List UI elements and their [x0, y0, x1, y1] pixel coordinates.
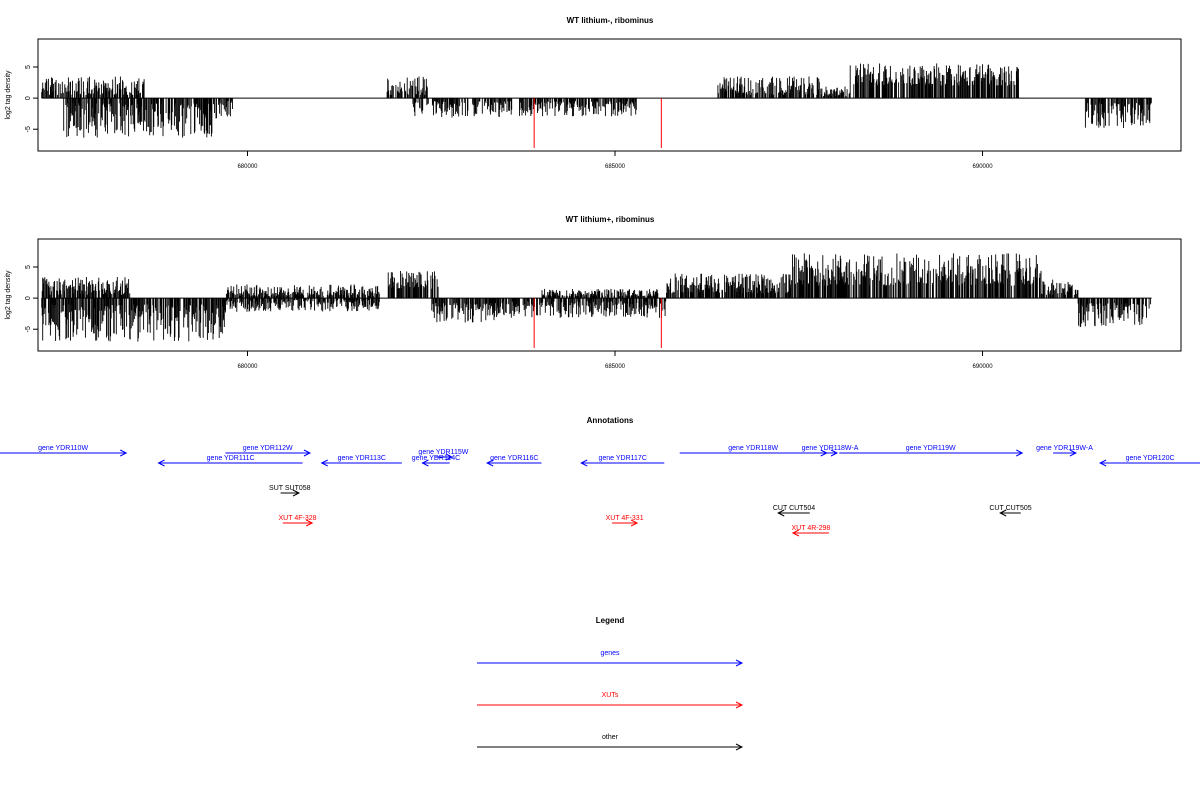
track-panel-lithium-minus: WT lithium-, ribominus log2 tag density … [5, 16, 1182, 170]
arrow-head [1069, 449, 1078, 457]
annotation-feature: gene YDR116C [485, 455, 542, 467]
arrow-head [303, 449, 312, 457]
feature-label: gene YDR110W [38, 445, 88, 452]
arrow-head [999, 509, 1007, 517]
annotation-feature: XUT 4F-331 [606, 515, 644, 527]
feature-label: gene YDR112W [243, 445, 293, 452]
axes-group: -5 0 5 680000 685000 690000 [25, 65, 1152, 170]
x-tick-label: 685000 [605, 164, 626, 170]
bar-group [41, 253, 1152, 342]
x-tick-label: 690000 [973, 364, 994, 370]
feature-label: gene YDR120C [1126, 455, 1175, 462]
arrow-head [735, 659, 744, 667]
arrow-head [735, 743, 744, 751]
annotation-feature: CUT CUT504 [773, 505, 815, 517]
feature-label: gene YDR117C [599, 455, 647, 462]
feature-label: XUT 4F-331 [606, 515, 644, 522]
annotation-features: gene YDR110W gene YDR111C gene YDR112W gene… [0, 445, 1200, 537]
arrow-head [580, 459, 588, 467]
y-axis-label: log2 tag density [5, 70, 12, 120]
y-axis-label: log2 tag density [5, 270, 12, 320]
x-tick-label: 690000 [973, 164, 994, 170]
plot-frame [37, 38, 1182, 152]
arrow-head [421, 459, 429, 467]
arrow-head [305, 519, 314, 527]
arrow-head [735, 701, 744, 709]
legend-panel: Legend genes XUTs other [477, 616, 744, 751]
annotation-feature: gene YDR118W-A [802, 445, 859, 457]
arrow-head [292, 489, 301, 497]
arrow-head [630, 519, 639, 527]
annotation-feature: gene YDR110W [0, 445, 128, 457]
arrow-head [791, 529, 800, 537]
x-tick-label: 680000 [237, 364, 258, 370]
annotation-feature: gene YDR112W [225, 445, 312, 457]
arrow-head [830, 449, 839, 457]
annotation-feature: gene YDR117C [580, 455, 665, 467]
arrow-head [777, 509, 785, 517]
axes-group: -5 0 5 680000 685000 690000 [25, 265, 1152, 370]
feature-label: CUT CUT505 [989, 505, 1031, 512]
feature-label: gene YDR118W-A [802, 445, 859, 452]
legend-label: other [602, 734, 619, 741]
legend-item: other [477, 734, 744, 751]
annotation-feature: gene YDR111C [157, 455, 303, 467]
annotation-feature: gene YDR114C [412, 455, 460, 467]
y-tick-label: 0 [25, 96, 32, 100]
legend-items: genes XUTs other [477, 650, 744, 751]
feature-label: gene YDR113C [338, 455, 386, 462]
feature-label: gene YDR114C [412, 455, 460, 462]
feature-label: gene YDR119W [906, 445, 956, 452]
arrow-head [157, 459, 165, 467]
plot-frame [37, 238, 1182, 352]
y-tick-label: 5 [25, 265, 32, 269]
y-tick-label: -5 [25, 326, 32, 332]
annotations-title: Annotations [587, 416, 634, 425]
arrow-head [119, 449, 128, 457]
y-tick-label: 0 [25, 296, 32, 300]
legend-label: XUTs [602, 692, 619, 699]
feature-label: gene YDR119W-A [1036, 445, 1093, 452]
feature-label: gene YDR111C [207, 455, 255, 462]
feature-label: gene YDR115W [418, 449, 468, 456]
feature-label: SUT SUT058 [269, 485, 311, 492]
feature-label: XUT 4F-328 [279, 515, 317, 522]
arrow-head [320, 459, 328, 467]
arrow-head [485, 459, 494, 467]
legend-title: Legend [596, 616, 625, 625]
feature-label: CUT CUT504 [773, 505, 815, 512]
panel-title: WT lithium+, ribominus [566, 215, 655, 224]
annotation-feature: gene YDR113C [320, 455, 402, 467]
annotation-feature: CUT CUT505 [989, 505, 1032, 517]
arrow-head [445, 453, 453, 461]
x-tick-label: 680000 [237, 164, 258, 170]
annotation-feature: gene YDR119W-A [1036, 445, 1093, 457]
legend-item: genes [477, 650, 744, 667]
bar-group [41, 63, 1152, 138]
annotation-feature: SUT SUT058 [269, 485, 311, 497]
feature-label: XUT 4R-298 [792, 525, 831, 532]
y-tick-label: -5 [25, 126, 32, 132]
annotation-feature: gene YDR119W [839, 445, 1024, 457]
arrow-head [1099, 459, 1107, 467]
feature-label: gene YDR116C [490, 455, 538, 462]
feature-label: gene YDR118W [728, 445, 778, 452]
y-tick-label: 5 [25, 65, 32, 69]
legend-item: XUTs [477, 692, 744, 709]
annotation-feature: gene YDR120C [1099, 455, 1200, 467]
x-tick-label: 685000 [605, 364, 626, 370]
annotation-feature: XUT 4F-328 [279, 515, 317, 527]
track-panel-lithium-plus: WT lithium+, ribominus log2 tag density … [5, 215, 1182, 370]
arrow-head [1016, 449, 1024, 457]
annotation-feature: gene YDR115W [418, 449, 469, 461]
panel-title: WT lithium-, ribominus [567, 16, 654, 25]
legend-label: genes [600, 650, 620, 657]
annotation-feature: XUT 4R-298 [791, 525, 831, 537]
